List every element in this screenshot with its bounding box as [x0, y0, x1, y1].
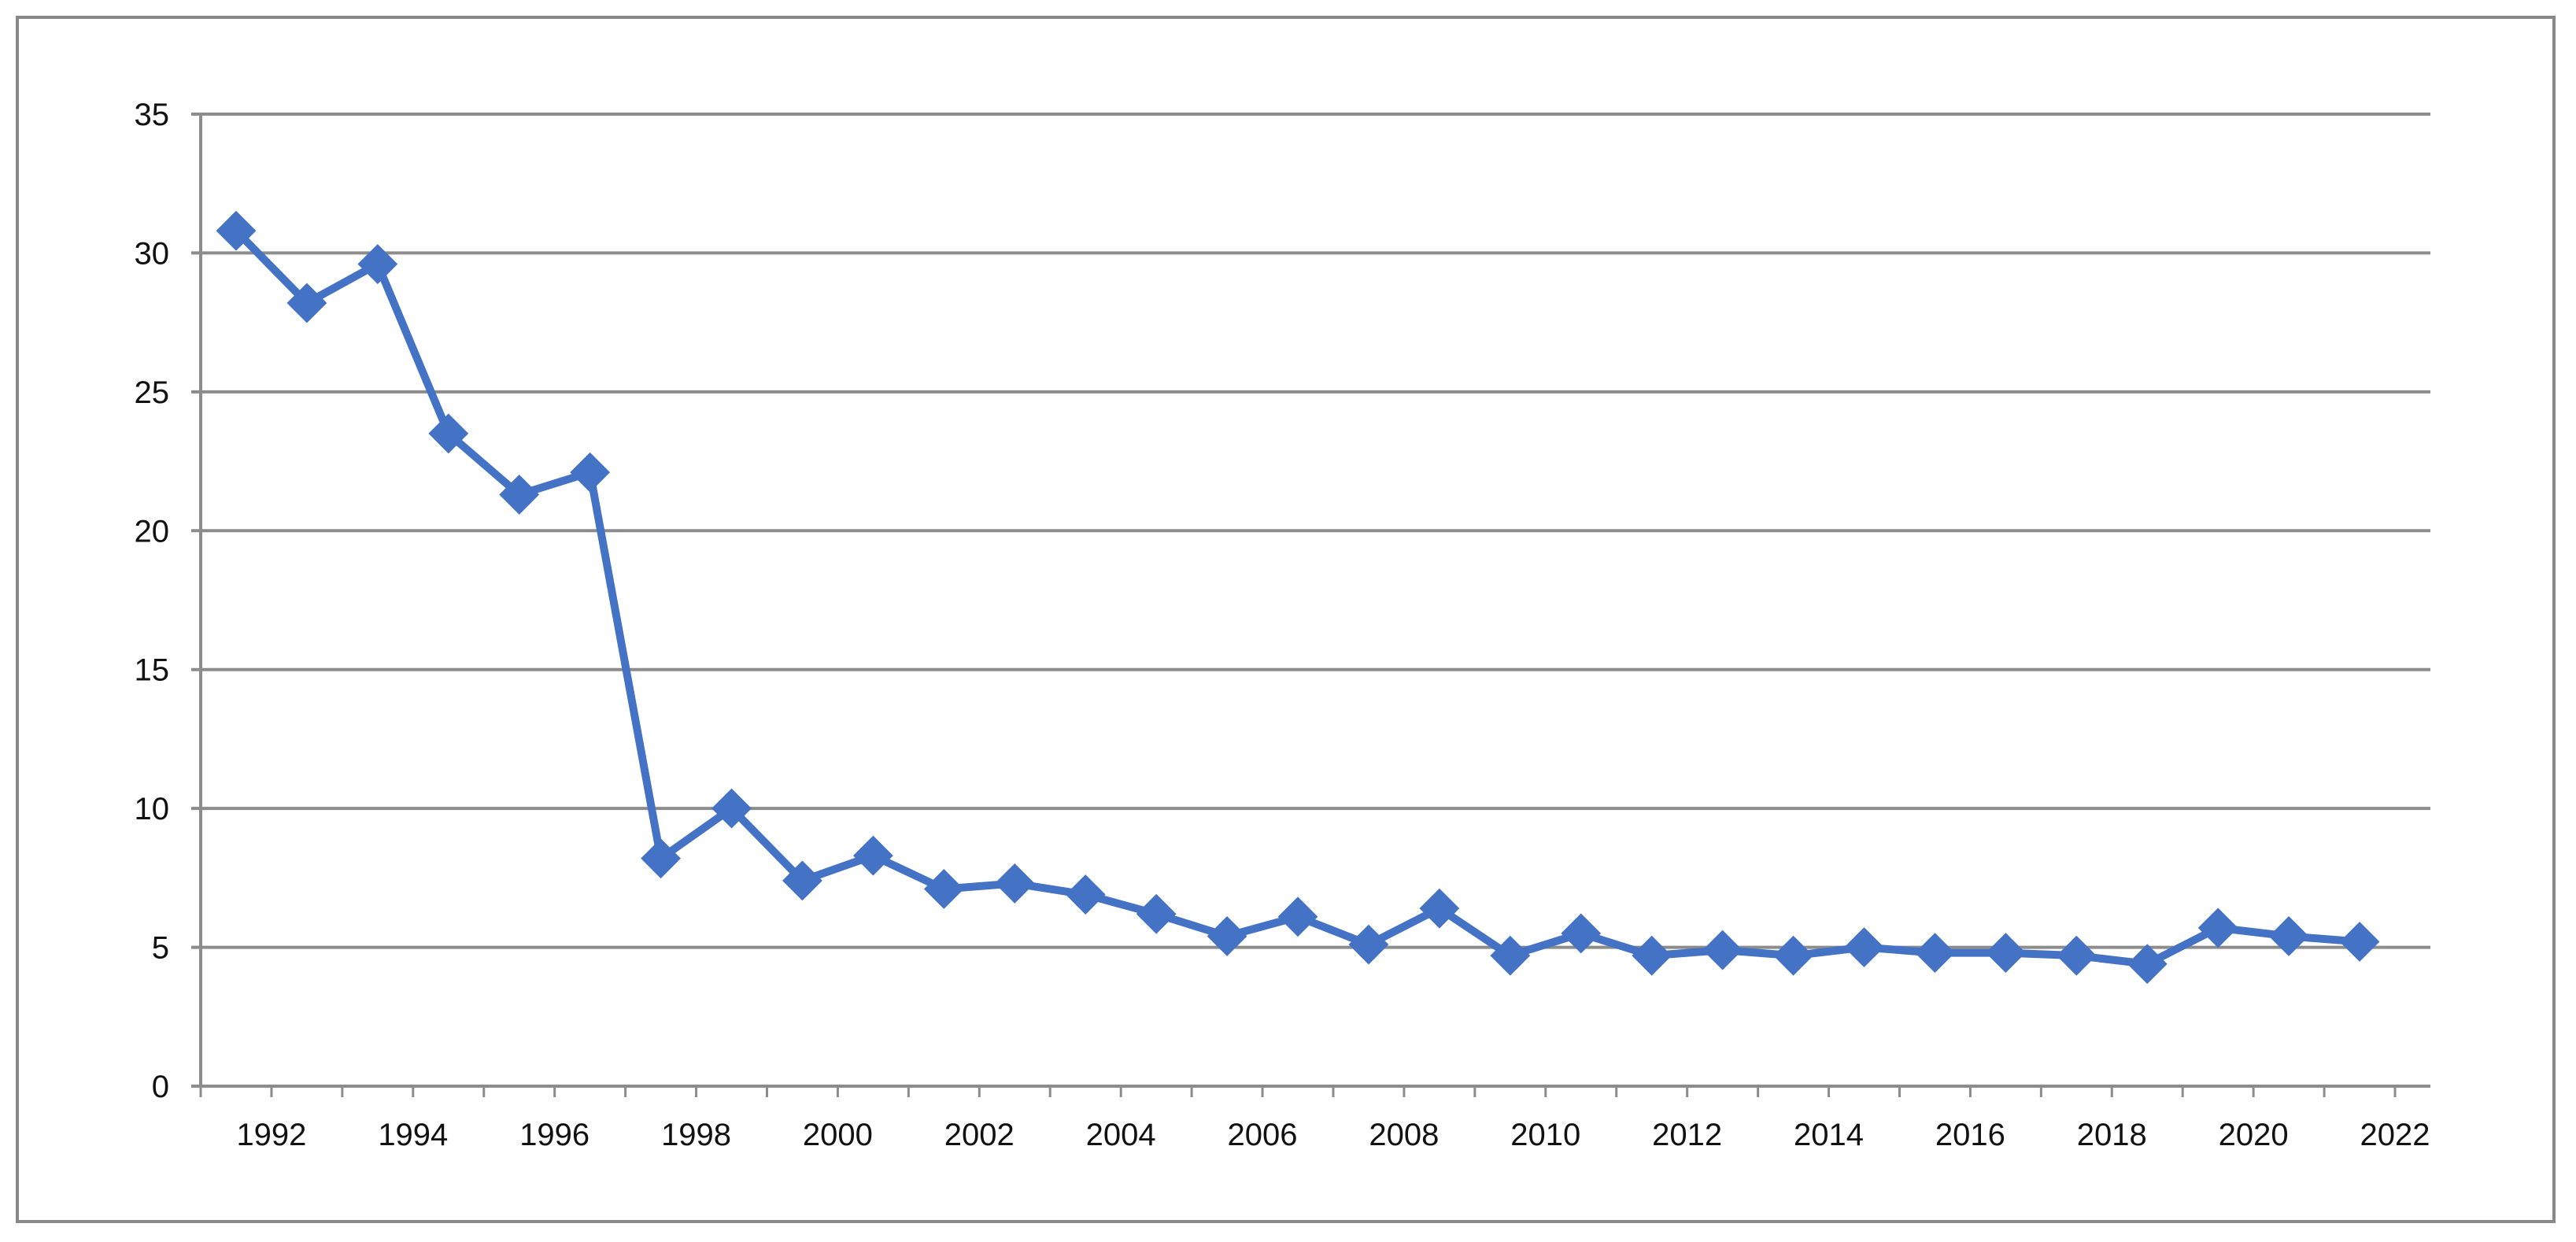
- x-tick-label: 2010: [1510, 1118, 1580, 1152]
- y-tick-label: 10: [135, 792, 170, 826]
- data-point-marker: [1632, 935, 1672, 976]
- data-point-marker: [1136, 893, 1177, 934]
- data-point-marker: [1561, 913, 1602, 954]
- y-tick-label: 15: [135, 653, 170, 688]
- x-tick-label: 2014: [1794, 1118, 1864, 1152]
- data-point-marker: [1985, 933, 2026, 974]
- data-point-marker: [1915, 933, 1955, 974]
- x-tick-label: 2020: [2219, 1118, 2289, 1152]
- x-tick-label: 2022: [2360, 1118, 2430, 1152]
- data-point-marker: [357, 244, 398, 284]
- data-point-marker: [1207, 916, 1247, 956]
- data-point-marker: [570, 452, 611, 493]
- data-point-marker: [2056, 935, 2097, 976]
- x-tick-label: 2004: [1086, 1118, 1156, 1152]
- x-tick-label: 2000: [803, 1118, 873, 1152]
- y-tick-label: 35: [135, 98, 170, 132]
- data-point-marker: [2268, 916, 2309, 956]
- data-point-marker: [852, 835, 893, 876]
- data-point-marker: [1419, 888, 1460, 929]
- y-tick-label: 25: [135, 375, 170, 410]
- data-point-marker: [1490, 935, 1531, 976]
- x-tick-label: 2016: [1935, 1118, 2005, 1152]
- series-line: [231, 227, 2364, 968]
- chart-frame: [16, 16, 2556, 1223]
- x-tick-label: 2012: [1652, 1118, 1722, 1152]
- data-point-marker: [2197, 907, 2238, 948]
- y-tick-label: 5: [152, 931, 169, 966]
- y-tick-label: 20: [135, 514, 170, 549]
- x-tick-label: 2002: [944, 1118, 1015, 1152]
- data-point-marker: [1065, 874, 1106, 915]
- data-point-marker: [428, 413, 469, 454]
- data-point-marker: [994, 863, 1035, 904]
- y-tick-label: 0: [152, 1070, 169, 1104]
- data-point-marker: [1348, 924, 1389, 965]
- y-tick-label: 30: [135, 236, 170, 271]
- x-tick-label: 2018: [2077, 1118, 2147, 1152]
- data-point-marker: [2127, 944, 2168, 985]
- data-point-marker: [2339, 922, 2380, 962]
- data-point-marker: [923, 869, 964, 909]
- data-point-marker: [1844, 927, 1884, 967]
- data-point-marker: [782, 860, 822, 901]
- x-tick-label: 1998: [661, 1118, 731, 1152]
- data-point-marker: [711, 788, 752, 829]
- data-point-marker: [499, 475, 540, 515]
- data-point-marker: [216, 210, 257, 251]
- data-point-marker: [1277, 896, 1318, 937]
- x-tick-label: 1994: [378, 1118, 448, 1152]
- data-point-marker: [286, 283, 327, 323]
- x-tick-label: 1992: [236, 1118, 306, 1152]
- data-point-marker: [641, 838, 682, 879]
- x-tick-label: 2006: [1228, 1118, 1298, 1152]
- x-tick-label: 2008: [1369, 1118, 1439, 1152]
- x-tick-label: 1996: [519, 1118, 589, 1152]
- data-point-marker: [1773, 935, 1813, 976]
- data-point-marker: [1702, 930, 1743, 970]
